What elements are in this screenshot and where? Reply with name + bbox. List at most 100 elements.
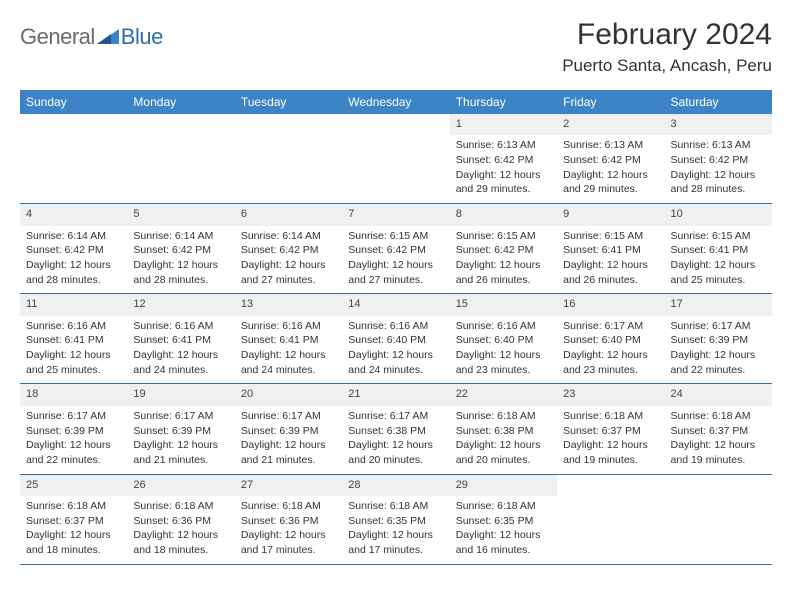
sunrise-line: Sunrise: 6:15 AM [456, 229, 551, 244]
sunrise-line: Sunrise: 6:16 AM [133, 319, 228, 334]
day-body: Sunrise: 6:14 AMSunset: 6:42 PMDaylight:… [127, 226, 234, 294]
sunrise-line: Sunrise: 6:15 AM [563, 229, 658, 244]
sunrise-line: Sunrise: 6:13 AM [456, 138, 551, 153]
weekday-header: Thursday [450, 90, 557, 114]
daylight-line: Daylight: 12 hours and 24 minutes. [348, 348, 443, 377]
day-number: 17 [665, 294, 772, 315]
day-cell: 1Sunrise: 6:13 AMSunset: 6:42 PMDaylight… [450, 114, 557, 203]
day-body: Sunrise: 6:16 AMSunset: 6:40 PMDaylight:… [342, 316, 449, 384]
day-number: 3 [665, 114, 772, 135]
sunset-line: Sunset: 6:41 PM [563, 243, 658, 258]
day-body: Sunrise: 6:18 AMSunset: 6:35 PMDaylight:… [342, 496, 449, 564]
calendar: Sunday Monday Tuesday Wednesday Thursday… [20, 90, 772, 565]
day-body: Sunrise: 6:13 AMSunset: 6:42 PMDaylight:… [665, 135, 772, 203]
day-number: 13 [235, 294, 342, 315]
week-row: 1Sunrise: 6:13 AMSunset: 6:42 PMDaylight… [20, 114, 772, 204]
sunrise-line: Sunrise: 6:18 AM [26, 499, 121, 514]
sunset-line: Sunset: 6:41 PM [26, 333, 121, 348]
day-number: 5 [127, 204, 234, 225]
day-cell: 28Sunrise: 6:18 AMSunset: 6:35 PMDayligh… [342, 475, 449, 564]
day-cell [20, 114, 127, 203]
sunrise-line: Sunrise: 6:18 AM [456, 499, 551, 514]
day-cell: 21Sunrise: 6:17 AMSunset: 6:38 PMDayligh… [342, 384, 449, 473]
day-number: 4 [20, 204, 127, 225]
daylight-line: Daylight: 12 hours and 27 minutes. [348, 258, 443, 287]
day-body: Sunrise: 6:16 AMSunset: 6:40 PMDaylight:… [450, 316, 557, 384]
header: General Blue February 2024 Puerto Santa,… [20, 18, 772, 76]
sunrise-line: Sunrise: 6:17 AM [26, 409, 121, 424]
day-body: Sunrise: 6:17 AMSunset: 6:39 PMDaylight:… [235, 406, 342, 474]
sunset-line: Sunset: 6:35 PM [348, 514, 443, 529]
weekday-header: Tuesday [235, 90, 342, 114]
day-cell: 29Sunrise: 6:18 AMSunset: 6:35 PMDayligh… [450, 475, 557, 564]
sunset-line: Sunset: 6:40 PM [563, 333, 658, 348]
day-body: Sunrise: 6:14 AMSunset: 6:42 PMDaylight:… [20, 226, 127, 294]
daylight-line: Daylight: 12 hours and 20 minutes. [348, 438, 443, 467]
sunset-line: Sunset: 6:41 PM [133, 333, 228, 348]
day-cell: 15Sunrise: 6:16 AMSunset: 6:40 PMDayligh… [450, 294, 557, 383]
week-row: 25Sunrise: 6:18 AMSunset: 6:37 PMDayligh… [20, 475, 772, 565]
daylight-line: Daylight: 12 hours and 28 minutes. [133, 258, 228, 287]
weekday-header: Saturday [665, 90, 772, 114]
sunrise-line: Sunrise: 6:18 AM [671, 409, 766, 424]
daylight-line: Daylight: 12 hours and 22 minutes. [671, 348, 766, 377]
week-row: 18Sunrise: 6:17 AMSunset: 6:39 PMDayligh… [20, 384, 772, 474]
daylight-line: Daylight: 12 hours and 23 minutes. [563, 348, 658, 377]
day-number: 10 [665, 204, 772, 225]
day-cell: 5Sunrise: 6:14 AMSunset: 6:42 PMDaylight… [127, 204, 234, 293]
sunrise-line: Sunrise: 6:16 AM [241, 319, 336, 334]
day-cell: 3Sunrise: 6:13 AMSunset: 6:42 PMDaylight… [665, 114, 772, 203]
sunset-line: Sunset: 6:42 PM [456, 243, 551, 258]
day-number: 19 [127, 384, 234, 405]
day-number [235, 114, 342, 135]
sunrise-line: Sunrise: 6:15 AM [671, 229, 766, 244]
day-number: 15 [450, 294, 557, 315]
day-body: Sunrise: 6:17 AMSunset: 6:40 PMDaylight:… [557, 316, 664, 384]
day-body: Sunrise: 6:16 AMSunset: 6:41 PMDaylight:… [235, 316, 342, 384]
sunrise-line: Sunrise: 6:16 AM [348, 319, 443, 334]
sunset-line: Sunset: 6:37 PM [563, 424, 658, 439]
day-cell [127, 114, 234, 203]
day-number: 18 [20, 384, 127, 405]
sunrise-line: Sunrise: 6:18 AM [348, 499, 443, 514]
title-block: February 2024 Puerto Santa, Ancash, Peru [562, 18, 772, 76]
logo: General Blue [20, 24, 163, 50]
sunrise-line: Sunrise: 6:17 AM [563, 319, 658, 334]
day-cell: 2Sunrise: 6:13 AMSunset: 6:42 PMDaylight… [557, 114, 664, 203]
logo-triangle-icon [97, 26, 119, 49]
sunset-line: Sunset: 6:39 PM [133, 424, 228, 439]
daylight-line: Daylight: 12 hours and 28 minutes. [26, 258, 121, 287]
day-number: 11 [20, 294, 127, 315]
day-cell: 9Sunrise: 6:15 AMSunset: 6:41 PMDaylight… [557, 204, 664, 293]
sunrise-line: Sunrise: 6:17 AM [133, 409, 228, 424]
sunrise-line: Sunrise: 6:18 AM [563, 409, 658, 424]
sunset-line: Sunset: 6:42 PM [133, 243, 228, 258]
sunset-line: Sunset: 6:36 PM [241, 514, 336, 529]
sunset-line: Sunset: 6:38 PM [456, 424, 551, 439]
day-number: 23 [557, 384, 664, 405]
sunset-line: Sunset: 6:39 PM [241, 424, 336, 439]
day-number [20, 114, 127, 135]
day-number: 26 [127, 475, 234, 496]
day-body: Sunrise: 6:16 AMSunset: 6:41 PMDaylight:… [127, 316, 234, 384]
daylight-line: Daylight: 12 hours and 26 minutes. [456, 258, 551, 287]
sunrise-line: Sunrise: 6:18 AM [133, 499, 228, 514]
day-number [127, 114, 234, 135]
day-number: 6 [235, 204, 342, 225]
day-cell: 13Sunrise: 6:16 AMSunset: 6:41 PMDayligh… [235, 294, 342, 383]
daylight-line: Daylight: 12 hours and 24 minutes. [241, 348, 336, 377]
sunset-line: Sunset: 6:42 PM [348, 243, 443, 258]
day-number: 28 [342, 475, 449, 496]
day-cell: 17Sunrise: 6:17 AMSunset: 6:39 PMDayligh… [665, 294, 772, 383]
day-number: 25 [20, 475, 127, 496]
logo-text-blue: Blue [121, 24, 163, 50]
daylight-line: Daylight: 12 hours and 28 minutes. [671, 168, 766, 197]
day-cell: 16Sunrise: 6:17 AMSunset: 6:40 PMDayligh… [557, 294, 664, 383]
day-body: Sunrise: 6:18 AMSunset: 6:38 PMDaylight:… [450, 406, 557, 474]
sunrise-line: Sunrise: 6:14 AM [133, 229, 228, 244]
logo-text-general: General [20, 24, 95, 50]
sunrise-line: Sunrise: 6:17 AM [671, 319, 766, 334]
day-body: Sunrise: 6:13 AMSunset: 6:42 PMDaylight:… [557, 135, 664, 203]
day-number: 27 [235, 475, 342, 496]
week-row: 4Sunrise: 6:14 AMSunset: 6:42 PMDaylight… [20, 204, 772, 294]
